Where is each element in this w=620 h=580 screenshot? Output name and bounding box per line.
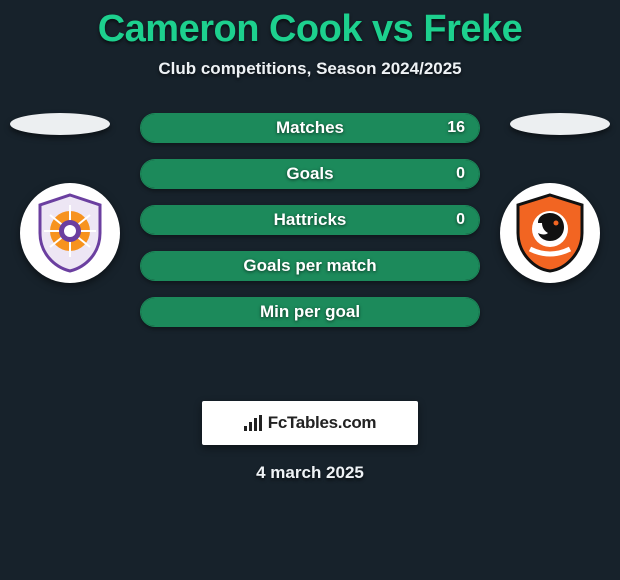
stat-bar: Goals 0 (140, 159, 480, 189)
page-title: Cameron Cook vs Freke (0, 0, 620, 51)
bar-label: Matches (276, 118, 344, 138)
bar-fill-right (310, 160, 479, 188)
team-badge-left (20, 183, 120, 283)
team-badge-right (500, 183, 600, 283)
bar-value-right: 0 (456, 165, 465, 183)
bar-value-right: 0 (456, 211, 465, 229)
stat-bar: Goals per match (140, 251, 480, 281)
stat-bar: Min per goal (140, 297, 480, 327)
brisbane-roar-crest-icon (508, 191, 592, 275)
player-shadow-left (10, 113, 110, 135)
bar-label: Hattricks (274, 210, 347, 230)
stat-bar: Hattricks 0 (140, 205, 480, 235)
bar-fill-left (141, 160, 310, 188)
subtitle: Club competitions, Season 2024/2025 (0, 59, 620, 79)
brand-box[interactable]: FcTables.com (202, 401, 418, 445)
bar-label: Goals (286, 164, 333, 184)
bar-label: Min per goal (260, 302, 360, 322)
comparison-content: Matches 16 Goals 0 Hattricks 0 Goals per match… (0, 113, 620, 393)
bar-chart-icon (244, 415, 262, 431)
stat-bar: Matches 16 (140, 113, 480, 143)
bar-value-right: 16 (447, 119, 465, 137)
player-shadow-right (510, 113, 610, 135)
brand-text: FcTables.com (268, 413, 377, 433)
bar-label: Goals per match (243, 256, 376, 276)
stat-bars: Matches 16 Goals 0 Hattricks 0 Goals per match… (140, 113, 480, 343)
perth-glory-crest-icon (28, 191, 112, 275)
date-text: 4 march 2025 (0, 463, 620, 483)
